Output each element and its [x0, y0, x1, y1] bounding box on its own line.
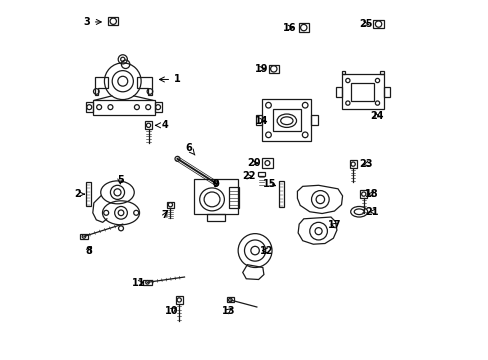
Bar — [93, 100, 154, 115]
Bar — [349, 160, 356, 168]
Bar — [226, 297, 233, 302]
Bar — [272, 109, 300, 131]
Text: 6: 6 — [185, 143, 195, 155]
Bar — [228, 187, 238, 208]
Text: 15: 15 — [263, 179, 276, 189]
Text: 14: 14 — [254, 116, 267, 126]
Text: 12: 12 — [259, 246, 273, 256]
Text: 4: 4 — [155, 120, 168, 130]
Text: 3: 3 — [83, 17, 101, 27]
Bar — [310, 115, 317, 125]
Bar — [341, 71, 345, 74]
Text: 24: 24 — [369, 112, 383, 121]
Text: 7: 7 — [162, 210, 168, 220]
Bar — [268, 65, 278, 73]
Bar — [145, 121, 152, 129]
Text: 23: 23 — [359, 159, 372, 169]
Bar — [86, 182, 90, 206]
Text: 19: 19 — [254, 64, 267, 74]
Bar — [262, 158, 272, 168]
Text: 18: 18 — [365, 189, 378, 199]
Text: 20: 20 — [247, 158, 261, 168]
Bar — [85, 102, 93, 112]
Text: 5: 5 — [117, 175, 123, 185]
Text: 10: 10 — [165, 306, 179, 315]
Text: 1: 1 — [159, 75, 181, 85]
Bar — [154, 102, 161, 112]
Bar — [175, 296, 183, 304]
Bar — [279, 181, 283, 207]
Bar — [257, 171, 264, 176]
Bar — [256, 115, 262, 125]
Bar — [383, 86, 389, 97]
Bar — [166, 202, 174, 208]
Text: 2: 2 — [75, 189, 84, 199]
Bar — [341, 74, 383, 109]
Text: 13: 13 — [222, 306, 235, 315]
Bar — [207, 213, 224, 221]
Bar — [262, 99, 310, 141]
Bar — [81, 234, 87, 239]
Bar — [373, 20, 383, 28]
Text: 16: 16 — [283, 23, 296, 33]
Bar — [194, 179, 238, 213]
Bar — [351, 83, 373, 100]
Text: 22: 22 — [242, 171, 255, 181]
Text: 21: 21 — [365, 207, 378, 217]
Bar — [108, 17, 118, 25]
Text: 17: 17 — [327, 220, 341, 230]
Bar — [360, 190, 366, 198]
Text: 8: 8 — [85, 246, 92, 256]
Text: 25: 25 — [359, 19, 372, 29]
Bar — [143, 280, 151, 285]
Text: 9: 9 — [212, 179, 219, 189]
Text: 11: 11 — [132, 278, 145, 288]
Bar — [298, 23, 308, 32]
Bar — [379, 71, 383, 74]
Bar — [335, 86, 341, 97]
